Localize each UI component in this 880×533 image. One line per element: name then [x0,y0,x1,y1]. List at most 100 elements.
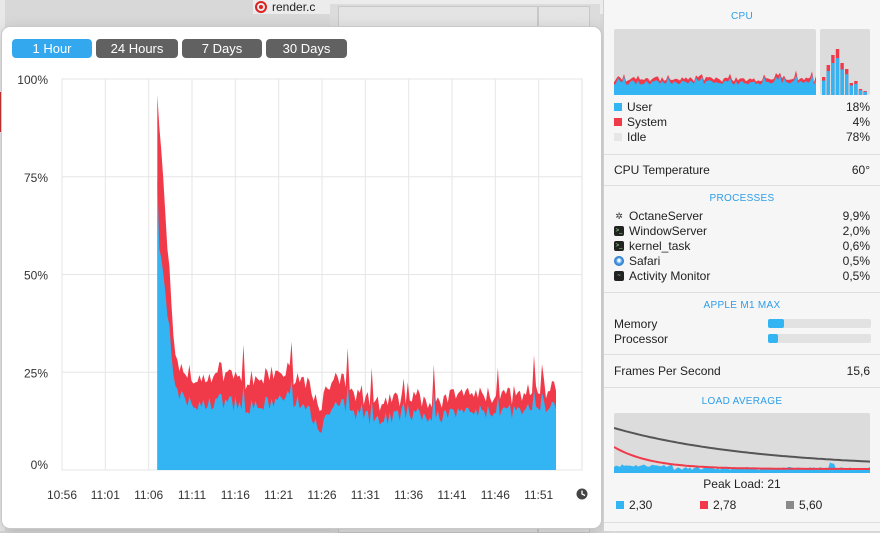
cpu-user-label: User [627,100,653,114]
processor-bar-fill [768,334,779,343]
core-bar-user [854,83,858,95]
load-5-swatch [700,501,708,509]
process-cpu-value: 0,5% [842,269,870,283]
cpu-user-row: User 18% [614,100,870,114]
cpu-section-title: CPU [730,11,753,22]
x-tick-label: 11:11 [178,488,207,502]
x-tick-label: 11:06 [134,488,163,502]
fps-row: Frames Per Second 15,6 [614,364,870,378]
cpu-user-value: 18% [845,100,870,114]
safari-icon: ◉ [614,256,624,266]
background-tab[interactable]: render.c [255,0,316,14]
user-color-swatch [614,103,622,111]
core-bar-user [826,71,830,95]
load-15-value: 5,60 [799,498,823,512]
load-15-swatch [786,501,794,509]
cpu-temperature-label: CPU Temperature [614,163,710,177]
process-name: OctaneServer [629,209,704,223]
memory-bar-fill [768,319,785,328]
stats-panel: CPU User 18% System 4% Idle 78% CPU Temp… [603,0,880,531]
process-name: kernel_task [629,239,691,253]
record-icon [255,0,267,13]
process-row: ◉ Safari 0,5% [614,254,870,268]
process-cpu-value: 9,9% [842,209,870,223]
terminal-icon: >_ [614,241,624,251]
load-average-section-title: LOAD AVERAGE [701,396,783,407]
cpu-idle-value: 78% [845,130,870,144]
clock-icon[interactable] [576,488,588,500]
activity-monitor-icon: ~ [614,271,624,281]
process-row: ~ Activity Monitor 0,5% [614,269,870,283]
memory-row: Memory [614,317,870,331]
cpu-mini-user [614,74,816,95]
divider [604,354,880,355]
memory-label: Memory [614,317,658,331]
divider [604,292,880,293]
core-bar-user [858,90,863,95]
y-tick-label: 0% [31,458,49,472]
processor-label: Processor [614,332,669,346]
process-row: >_ kernel_task 0,6% [614,239,870,253]
x-tick-label: 11:46 [481,488,510,502]
chip-section-title: APPLE M1 MAX [703,300,781,311]
load-1-swatch [616,501,624,509]
process-cpu-value: 0,6% [842,239,870,253]
process-row: >_ WindowServer 2,0% [614,224,870,238]
cpu-history-window: 1 Hour 24 Hours 7 Days 30 Days 100% 75% 50… [2,27,601,528]
x-tick-label: 11:36 [394,488,423,502]
range-button-7-days[interactable]: 7 Days [182,39,262,58]
processor-row: Processor [614,332,870,346]
load-legend-5: 2,78 [700,498,736,512]
system-color-swatch [614,118,622,126]
background-accent [0,92,3,132]
cpu-system-row: System 4% [614,115,870,129]
process-row: ✲ OctaneServer 9,9% [614,209,870,223]
background-tab-title: render.c [272,0,316,14]
divider [604,387,880,388]
core-bar-user [849,85,853,95]
divider [604,154,880,155]
x-tick-label: 11:51 [524,488,553,502]
range-button-1-hour[interactable]: 1 Hour [12,39,92,58]
core-bar-user [840,69,844,95]
x-tick-label: 11:31 [351,488,380,502]
process-name: WindowServer [629,224,708,238]
gear-icon: ✲ [615,211,623,221]
peak-load-label: Peak Load: 21 [703,477,781,491]
load-1-value: 2,30 [629,498,653,512]
process-name: Safari [629,254,661,268]
process-cpu-value: 2,0% [842,224,870,238]
idle-color-swatch [614,133,622,141]
x-tick-label: 11:26 [307,488,336,502]
fps-value: 15,6 [846,364,870,378]
divider [604,185,880,186]
load-15-line [614,427,870,463]
core-bar-user [835,58,840,95]
core-bar-user [863,91,867,95]
cpu-system-label: System [627,115,668,129]
y-tick-label: 50% [24,269,48,283]
load-legend-1: 2,30 [616,498,652,512]
cpu-temperature-value: 60° [851,163,870,177]
core-bar-user [822,80,826,95]
cpu-mini-graph [614,29,870,95]
cpu-idle-row: Idle 78% [614,130,870,144]
x-tick-label: 11:16 [221,488,250,502]
range-button-24-hours[interactable]: 24 Hours [96,39,178,58]
divider [604,522,880,523]
cpu-history-chart: 100% 75% 50% 25% 0% 10:56 11:01 11:06 11:11 11:16… [17,73,588,502]
x-tick-label: 11:21 [264,488,293,502]
core-bar-user [831,63,835,95]
y-tick-label: 100% [17,73,48,87]
processes-section-title: PROCESSES [709,193,775,204]
load-5-value: 2,78 [713,498,737,512]
load-average-graph [614,413,870,473]
x-tick-label: 11:01 [91,488,120,502]
fps-label: Frames Per Second [614,364,721,378]
load-legend-15: 5,60 [786,498,822,512]
terminal-icon: >_ [614,226,624,236]
range-button-30-days[interactable]: 30 Days [266,39,347,58]
core-bar-user [845,74,849,95]
load-5-line [614,446,870,470]
y-tick-label: 25% [24,366,48,380]
